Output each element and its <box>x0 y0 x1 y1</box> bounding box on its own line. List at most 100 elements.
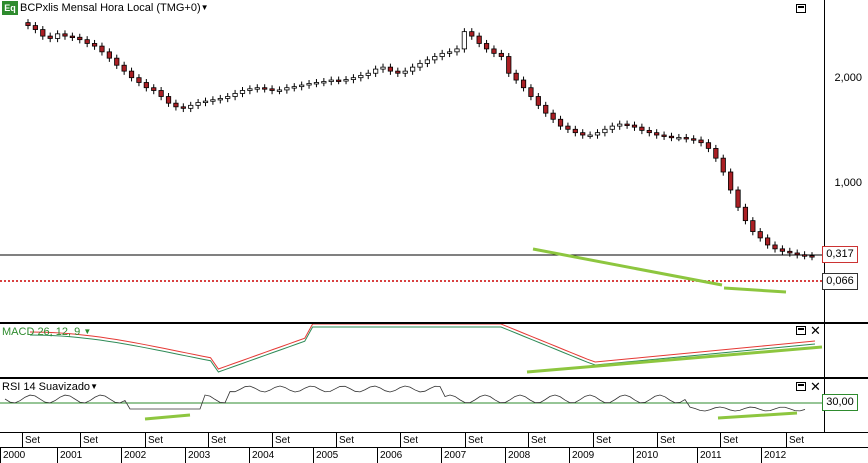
macd-plot-area[interactable] <box>0 324 825 377</box>
candle-body <box>380 66 386 70</box>
macd-dropdown-icon[interactable]: ▼ <box>83 327 92 337</box>
candle-body <box>469 31 475 37</box>
macd-pane-title[interactable]: MACD 26, 12, 9 ▼ <box>2 325 91 339</box>
candle-body <box>713 148 719 159</box>
candle-body <box>136 77 142 83</box>
candle-body <box>143 82 149 89</box>
candle-body <box>757 231 763 239</box>
equity-badge: Eq <box>2 1 18 15</box>
candle-body <box>617 123 623 127</box>
candle-body <box>365 72 371 76</box>
candle-body <box>454 48 460 53</box>
candle-body <box>698 139 704 144</box>
macd-pane[interactable]: MACD 26, 12, 9 ▼ ✕ <box>0 324 868 377</box>
rsi-close-icon[interactable]: ✕ <box>810 379 821 394</box>
rsi-title: RSI 14 Suavizado <box>2 381 91 393</box>
candle-body <box>232 93 238 97</box>
candle-body <box>424 59 430 64</box>
macd-trendline <box>526 345 823 374</box>
time-axis[interactable]: Set Set Set Set Set Set Set Set Set Set Set Set Set … <box>0 432 868 463</box>
rsi-pane-title[interactable]: RSI 14 Suavizado▼ <box>2 380 98 394</box>
candle-body <box>417 62 423 68</box>
month-label: Set <box>272 433 290 448</box>
rsi-chart[interactable] <box>0 379 825 432</box>
year-label: 2010 <box>633 448 658 463</box>
candle-body <box>668 135 675 139</box>
candle-body <box>128 70 135 79</box>
candle-body <box>321 81 327 84</box>
candle-body <box>276 89 283 92</box>
candle-body <box>350 77 357 80</box>
month-label: Set <box>657 433 675 448</box>
candle-body <box>306 83 312 86</box>
candle-body <box>114 57 120 66</box>
candle-body <box>54 33 61 39</box>
year-label: 2003 <box>185 448 210 463</box>
candle-body <box>631 124 638 128</box>
candle-body <box>47 35 53 39</box>
candle-body <box>543 104 549 114</box>
candle-body <box>387 66 394 72</box>
candle-body <box>787 250 793 254</box>
rsi-maximize-icon[interactable] <box>796 382 806 391</box>
title-dropdown-icon[interactable]: ▼ <box>200 3 209 13</box>
candle-body <box>691 138 697 141</box>
price-pane[interactable]: Eq BCPxlis Mensal Hora Local (TMG+0)▼ 2,0… <box>0 0 868 322</box>
candle-body <box>750 220 756 232</box>
maximize-pane-icon[interactable] <box>796 4 806 13</box>
last-price-box: 0,066 <box>822 273 858 290</box>
year-label: 2008 <box>505 448 530 463</box>
candle-body <box>217 98 223 101</box>
year-label: 2004 <box>249 448 274 463</box>
candle-body <box>84 39 90 44</box>
price-scale[interactable]: 2,000 1,000 <box>825 0 868 322</box>
candle-body <box>180 106 186 109</box>
price-chart[interactable] <box>0 0 825 322</box>
rsi-line <box>4 385 806 412</box>
candle-body <box>313 82 320 85</box>
macd-chart[interactable] <box>0 324 825 377</box>
candle-body <box>99 45 105 53</box>
month-label: Set <box>22 433 40 448</box>
rsi-trendline-2002 <box>144 413 191 421</box>
macd-close-icon[interactable]: ✕ <box>810 324 821 338</box>
candle-body <box>765 237 771 246</box>
year-label: 2011 <box>697 448 722 463</box>
candle-body <box>461 31 467 50</box>
candle-body <box>498 52 504 57</box>
candle-body <box>720 157 726 173</box>
rsi-pane[interactable]: RSI 14 Suavizado▼ ✕ 30,00 <box>0 379 868 432</box>
candle-body <box>794 252 800 256</box>
candle-body <box>661 134 667 137</box>
candle-body <box>683 137 689 140</box>
month-row: Set Set Set Set Set Set Set Set Set Set Set Set Set <box>0 433 868 448</box>
price-pane-title[interactable]: Eq BCPxlis Mensal Hora Local (TMG+0)▼ <box>2 1 209 15</box>
candle-body <box>299 84 305 88</box>
pane-divider[interactable] <box>0 377 868 379</box>
year-label: 2005 <box>313 448 338 463</box>
pane-divider[interactable] <box>0 322 868 324</box>
month-label: Set <box>336 433 354 448</box>
candle-body <box>439 52 445 57</box>
candle-body <box>373 68 379 74</box>
candle-body <box>62 33 68 37</box>
candle-body <box>809 255 815 258</box>
macd-maximize-icon[interactable] <box>796 326 806 335</box>
candle-body <box>779 248 786 252</box>
candle-body <box>742 206 749 222</box>
month-label: Set <box>145 433 163 448</box>
rsi-plot-area[interactable] <box>0 379 825 432</box>
rsi-dropdown-icon[interactable]: ▼ <box>90 382 98 392</box>
trendline-support <box>532 247 723 287</box>
month-label: Set <box>400 433 418 448</box>
candle-body <box>654 132 660 136</box>
macd-signal-line <box>29 324 816 370</box>
candle-body <box>535 96 541 106</box>
candle-body <box>328 79 334 82</box>
year-label: 2002 <box>121 448 146 463</box>
price-plot-area[interactable] <box>0 0 825 322</box>
candle-body <box>528 87 534 97</box>
candle-body <box>491 48 497 54</box>
symbol-title: BCPxlis Mensal Hora Local (TMG+0) <box>20 2 201 14</box>
candle-body <box>225 96 231 99</box>
